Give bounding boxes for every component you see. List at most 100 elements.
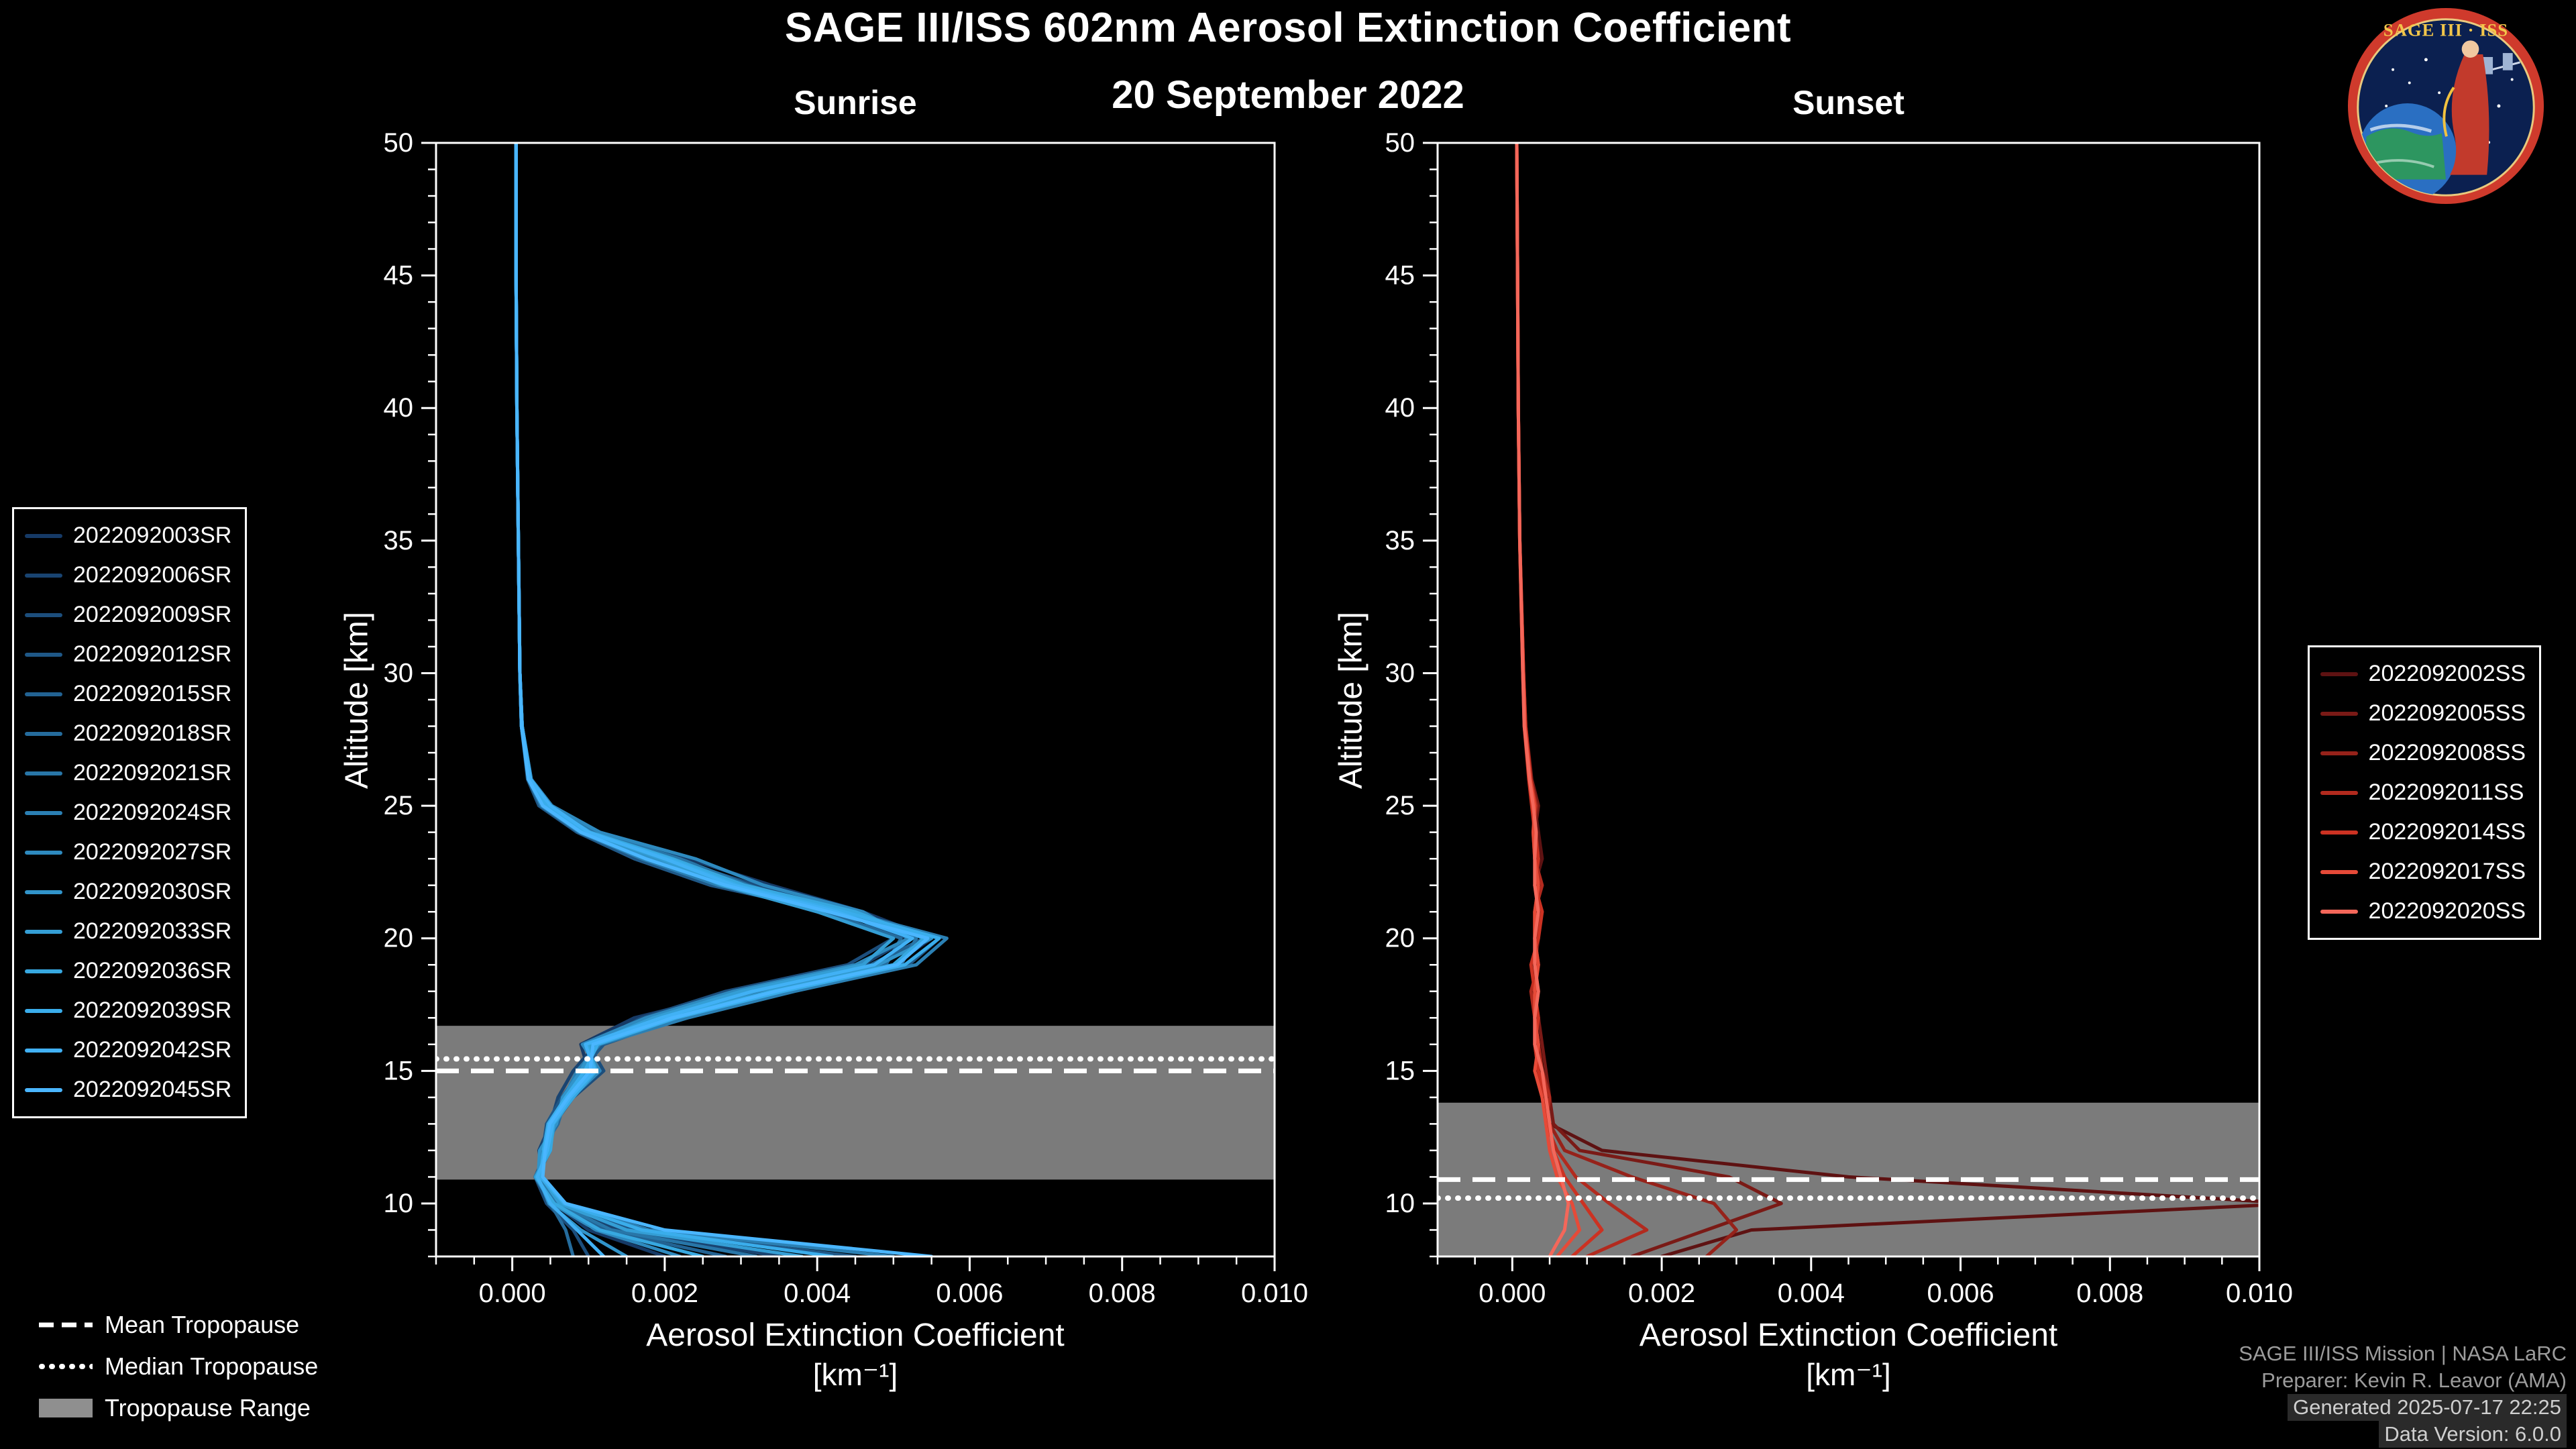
legend-label: 2022092014SS: [2368, 819, 2526, 845]
x-tick-label: 0.006: [1927, 1279, 1994, 1308]
sunset-x-axis-label: Aerosol Extinction Coefficient [km⁻¹]: [1438, 1316, 2259, 1394]
legend-item-2022092033SR: 2022092033SR: [25, 912, 231, 951]
sunrise-x-axis-units: [km⁻¹]: [812, 1357, 898, 1392]
y-tick-label: 10: [384, 1189, 414, 1218]
legend-item-2022092009SR: 2022092009SR: [25, 595, 231, 635]
x-tick-label: 0.000: [479, 1279, 546, 1308]
legend-swatch: [25, 929, 62, 934]
y-tick-label: 45: [384, 261, 414, 290]
tropopause-range-label: Tropopause Range: [105, 1394, 311, 1421]
y-tick-label: 50: [384, 128, 414, 158]
legend-label: 2022092033SR: [73, 918, 232, 944]
legend-label: 2022092039SR: [73, 998, 232, 1023]
profile-line-2022092014SS: [1515, 143, 1604, 1256]
legend-swatch: [2320, 672, 2358, 676]
credits-data-version: Data Version: 6.0.0: [2379, 1421, 2567, 1448]
legend-swatch: [25, 612, 62, 617]
legend-swatch: [2320, 830, 2358, 835]
legend-label: 2022092018SR: [73, 720, 232, 746]
sunrise-x-axis-label: Aerosol Extinction Coefficient [km⁻¹]: [436, 1316, 1275, 1394]
legend-item-2022092018SR: 2022092018SR: [25, 714, 231, 753]
angel-figure: [2443, 40, 2489, 175]
legend-label: 2022092006SR: [73, 562, 232, 588]
legend-item-2022092039SR: 2022092039SR: [25, 991, 231, 1030]
y-tick-label: 35: [384, 526, 414, 555]
y-tick-label: 15: [384, 1056, 414, 1085]
x-tick-label: 0.000: [1479, 1279, 1546, 1308]
median-tropopause-label: Median Tropopause: [105, 1352, 319, 1380]
legend-item-2022092006SR: 2022092006SR: [25, 555, 231, 595]
legend-item-2022092027SR: 2022092027SR: [25, 833, 231, 872]
y-tick-label: 50: [1385, 128, 1415, 158]
legend-item-2022092042SR: 2022092042SR: [25, 1030, 231, 1070]
legend-label: 2022092011SS: [2368, 780, 2524, 805]
mean-tropopause-label: Mean Tropopause: [105, 1311, 300, 1338]
range-band-sample: [39, 1399, 93, 1417]
legend-swatch: [25, 573, 62, 578]
legend-label: 2022092005SS: [2368, 700, 2526, 726]
sunrise-x-axis-label-text: Aerosol Extinction Coefficient: [646, 1318, 1065, 1353]
x-tick-label: 0.008: [2076, 1279, 2143, 1308]
mean-tropopause-legend-row: Mean Tropopause: [39, 1304, 318, 1346]
x-tick-label: 0.006: [936, 1279, 1003, 1308]
y-tick-label: 25: [384, 791, 414, 820]
legend-swatch: [25, 1008, 62, 1013]
legend-label: 2022092020SS: [2368, 898, 2526, 924]
legend-swatch: [25, 1087, 62, 1092]
x-tick-label: 0.010: [1241, 1279, 1308, 1308]
y-tick-label: 15: [1385, 1056, 1415, 1085]
legend-item-2022092003SR: 2022092003SR: [25, 516, 231, 555]
legend-label: 2022092024SR: [73, 800, 232, 825]
sunset-legend: 2022092002SS 2022092005SS 2022092008SS 2022…: [2307, 645, 2541, 940]
legend-label: 2022092042SR: [73, 1037, 232, 1063]
legend-item-2022092030SR: 2022092030SR: [25, 872, 231, 912]
legend-label: 2022092017SS: [2368, 859, 2526, 884]
y-tick-label: 30: [384, 658, 414, 688]
patch-title-text: SAGE III · ISS: [2383, 19, 2508, 40]
legend-label: 2022092015SR: [73, 681, 232, 706]
legend-item-2022092045SR: 2022092045SR: [25, 1070, 231, 1110]
tropopause-legend: Mean Tropopause Median Tropopause Tropop…: [39, 1304, 318, 1429]
legend-label: 2022092008SS: [2368, 740, 2526, 765]
legend-swatch: [25, 1048, 62, 1053]
dotted-line-sample: [39, 1364, 93, 1369]
legend-item-2022092002SS: 2022092002SS: [2320, 654, 2526, 694]
legend-item-2022092005SS: 2022092005SS: [2320, 694, 2526, 733]
x-tick-label: 0.002: [1628, 1279, 1695, 1308]
legend-swatch: [2320, 790, 2358, 795]
y-tick-label: 20: [1385, 924, 1415, 953]
y-tick-label: 20: [384, 924, 414, 953]
y-tick-label: 40: [1385, 393, 1415, 423]
sunset-y-axis-label: Altitude [km]: [1333, 611, 1369, 790]
legend-swatch: [25, 850, 62, 855]
y-tick-label: 35: [1385, 526, 1415, 555]
legend-swatch: [25, 533, 62, 538]
stars: [2385, 58, 2514, 144]
legend-swatch: [25, 969, 62, 973]
legend-swatch: [25, 692, 62, 696]
sunset-panel-title: Sunset: [1792, 84, 1904, 121]
legend-label: 2022092003SR: [73, 523, 232, 548]
profile-line-2022092005SS: [1515, 143, 1783, 1256]
legend-label: 2022092030SR: [73, 879, 232, 904]
patch-art: [2358, 40, 2520, 196]
plot-frame: [1436, 142, 2261, 1258]
date-subtitle: 20 September 2022: [1112, 73, 1464, 117]
dashed-line-sample: [39, 1322, 93, 1328]
iss-icon: [2478, 53, 2520, 74]
median-tropopause-legend-row: Median Tropopause: [39, 1346, 318, 1387]
legend-item-2022092011SS: 2022092011SS: [2320, 773, 2526, 812]
profile-line-2022092020SS: [1515, 143, 1570, 1256]
legend-swatch: [2320, 869, 2358, 874]
legend-swatch: [25, 890, 62, 894]
legend-label: 2022092002SS: [2368, 661, 2526, 686]
tropopause-range-legend-row: Tropopause Range: [39, 1387, 318, 1429]
sunrise-chart: 0.000 0.002 0.004 0.006 0.008 0.010 10 15 20 25 30…: [384, 128, 1309, 1308]
legend-label: 2022092012SR: [73, 641, 232, 667]
legend-item-2022092021SR: 2022092021SR: [25, 753, 231, 793]
legend-item-2022092014SS: 2022092014SS: [2320, 812, 2526, 852]
sunset-x-axis-units: [km⁻¹]: [1806, 1357, 1891, 1392]
legend-swatch: [2320, 751, 2358, 755]
legend-label: 2022092021SR: [73, 760, 232, 786]
y-tick-label: 25: [1385, 791, 1415, 820]
